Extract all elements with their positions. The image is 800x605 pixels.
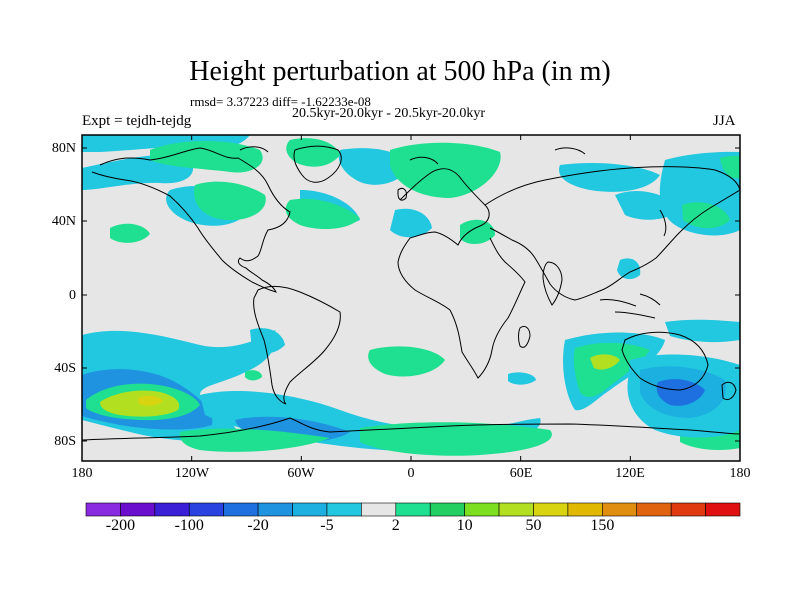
colorbar-tick-label: -200 xyxy=(105,517,136,534)
lat-label-40s: 40S xyxy=(54,361,76,376)
coastline-south-america xyxy=(253,285,341,405)
colorbar-swatch xyxy=(154,502,190,517)
colorbar-tick-label: -20 xyxy=(247,517,269,534)
coastline-australia xyxy=(621,331,709,391)
coastline-japan xyxy=(659,209,667,237)
colorbar-swatch xyxy=(257,502,293,517)
contour-region-green xyxy=(368,346,445,377)
colorbar-swatch xyxy=(120,502,156,517)
lat-label-equator: 0 xyxy=(69,288,76,303)
contour-region-green xyxy=(720,155,740,179)
colorbar-swatch xyxy=(395,502,431,517)
coastline-new-zealand xyxy=(721,381,737,401)
contour-region-green xyxy=(285,198,360,230)
colorbar-tick-label: -5 xyxy=(320,517,334,534)
contour-region-blue xyxy=(615,190,680,220)
season-label: JJA xyxy=(713,113,736,129)
period-subtitle: 20.5kyr-20.0kyr - 20.5kyr-20.0kyr xyxy=(292,106,486,121)
coastline-antarctica xyxy=(82,417,740,441)
lat-label-80n: 80N xyxy=(51,141,76,156)
coastline-greenland xyxy=(293,145,342,183)
contour-region-green xyxy=(573,342,650,398)
colorbar-swatch xyxy=(85,502,121,517)
contour-region-green xyxy=(286,138,340,167)
coastline-europe-africa xyxy=(397,168,526,379)
map-ticks xyxy=(81,135,741,461)
plot-title: Height perturbation at 500 hPa (in m) xyxy=(189,56,611,87)
lat-label-80s: 80S xyxy=(54,434,76,449)
colorbar-tick-label: 150 xyxy=(590,517,615,534)
coastline-madagascar xyxy=(518,325,531,348)
colorbar-tick-label: -100 xyxy=(174,517,204,534)
colorbar-swatch xyxy=(429,502,465,517)
colorbar-tick-label: 10 xyxy=(456,517,473,534)
lon-label-180e: 180 xyxy=(729,466,751,481)
coastlines xyxy=(82,145,740,441)
coastline-north-america xyxy=(91,147,291,293)
coastline-uk xyxy=(397,187,407,201)
colorbar-tick-label: 50 xyxy=(525,517,542,534)
contour-region-yellow xyxy=(138,395,163,406)
lon-label-60e: 60E xyxy=(509,466,533,481)
lat-label-40n: 40N xyxy=(51,214,76,229)
lon-label-0: 0 xyxy=(407,466,415,481)
contour-region-blue xyxy=(559,163,660,192)
contour-region-green xyxy=(150,141,263,173)
contour-region-green xyxy=(245,370,262,381)
contour-region-green xyxy=(110,223,150,243)
coastline-arctic-islands xyxy=(239,146,586,165)
colorbar-swatch xyxy=(636,502,672,517)
colorbar-swatch xyxy=(705,502,741,517)
lon-label-120w: 120W xyxy=(174,466,210,481)
contour-region-green xyxy=(194,181,266,221)
contour-region-green xyxy=(682,202,730,229)
colorbar-swatch xyxy=(602,502,638,517)
colorbar-swatch xyxy=(498,502,534,517)
colorbar-swatch xyxy=(223,502,259,517)
coastline-asia xyxy=(484,166,740,301)
experiment-label: Expt = tejdh-tejdg xyxy=(82,113,192,129)
lon-label-60w: 60W xyxy=(287,466,315,481)
colorbar-swatch xyxy=(292,502,328,517)
contour-region-yellow-green xyxy=(590,354,620,370)
contour-region-green xyxy=(460,219,495,245)
colorbar-swatch xyxy=(464,502,500,517)
colorbar-swatch xyxy=(533,502,569,517)
colorbar-tick-label: 2 xyxy=(391,517,400,534)
contour-region-blue xyxy=(508,372,536,385)
rmsd-diff-stats: rmsd= 3.37223 diff= -1.62233e-08 xyxy=(190,94,371,109)
contour-region-blue xyxy=(390,208,432,238)
colorbar-swatch xyxy=(567,502,603,517)
colorbar xyxy=(85,502,741,517)
coastline-indonesia xyxy=(599,293,661,319)
lon-label-180w: 180 xyxy=(71,466,93,481)
coastline-india xyxy=(542,261,563,306)
contour-region-blue xyxy=(617,258,641,280)
colorbar-swatch xyxy=(326,502,362,517)
colorbar-swatch xyxy=(361,502,397,517)
contour-fill-layer xyxy=(82,135,740,456)
lon-label-120e: 120E xyxy=(615,466,645,481)
contour-region-green xyxy=(390,142,501,198)
colorbar-swatch xyxy=(188,502,224,517)
contour-region-blue xyxy=(250,328,285,354)
contour-region-green xyxy=(360,422,552,456)
colorbar-swatch xyxy=(670,502,706,517)
